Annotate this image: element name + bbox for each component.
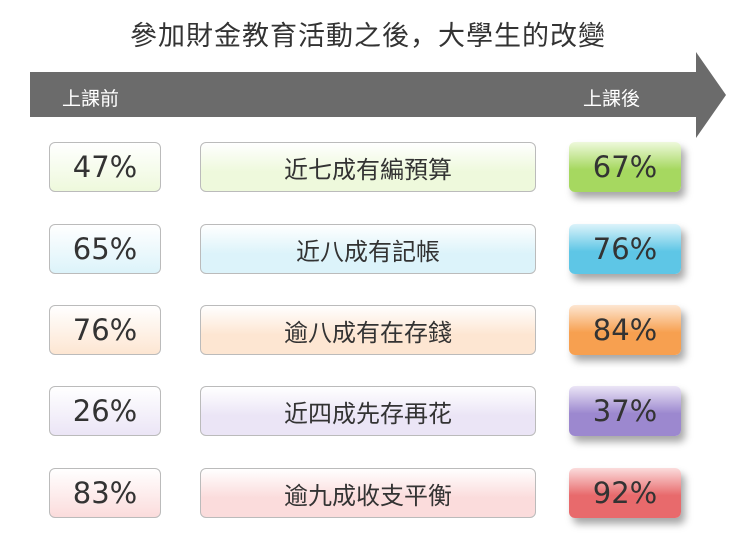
- after-percent: 76%: [569, 224, 681, 274]
- page-title: 參加財金教育活動之後，大學生的改變: [130, 21, 606, 52]
- before-label: 上課前: [62, 88, 120, 110]
- before-percent: 83%: [49, 468, 161, 518]
- before-percent: 47%: [49, 142, 161, 192]
- after-percent: 67%: [569, 142, 681, 192]
- before-percent: 65%: [49, 224, 161, 274]
- change-description: 近七成有編預算: [200, 142, 536, 192]
- change-description: 近四成先存再花: [200, 386, 536, 436]
- before-percent: 76%: [49, 305, 161, 355]
- after-percent: 37%: [569, 386, 681, 436]
- after-percent: 92%: [569, 468, 681, 518]
- change-description: 逾九成收支平衡: [200, 468, 536, 518]
- after-label: 上課後: [583, 88, 641, 110]
- change-description: 近八成有記帳: [200, 224, 536, 274]
- after-percent: 84%: [569, 305, 681, 355]
- timeline-arrow: [30, 52, 726, 138]
- change-description: 逾八成有在存錢: [200, 305, 536, 355]
- before-percent: 26%: [49, 386, 161, 436]
